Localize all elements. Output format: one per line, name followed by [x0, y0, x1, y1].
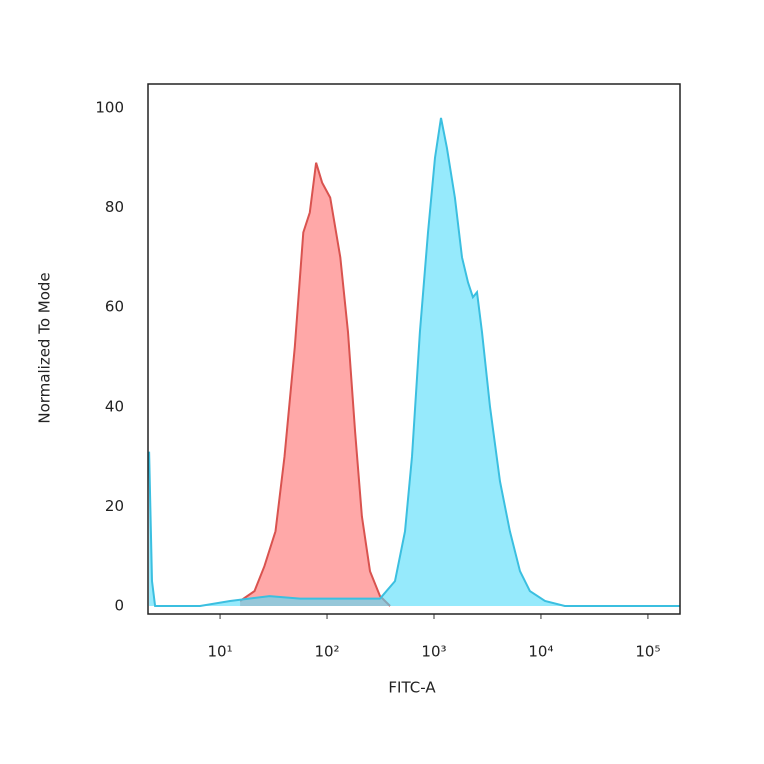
y-axis-label: Normalized To Mode [36, 272, 54, 423]
x-tick-label: 10³ [421, 643, 446, 661]
y-tick-label: 60 [105, 298, 124, 316]
x-axis-label: FITC-A [388, 679, 436, 697]
x-tick-label: 10¹ [208, 643, 233, 661]
y-tick-label: 20 [105, 497, 124, 515]
series-line [148, 117, 680, 607]
series-line [239, 162, 391, 607]
x-tick-label: 10⁴ [528, 643, 553, 661]
y-tick-label: 100 [95, 98, 124, 116]
y-tick-label: 0 [114, 597, 124, 615]
x-tick-label: 10² [314, 643, 339, 661]
y-tick-label: 40 [105, 397, 124, 415]
x-tick-label: 10⁵ [635, 643, 660, 661]
area-fill [240, 162, 391, 607]
y-tick-label: 80 [105, 198, 124, 216]
plot-frame [147, 83, 681, 615]
area-fill [149, 117, 681, 607]
